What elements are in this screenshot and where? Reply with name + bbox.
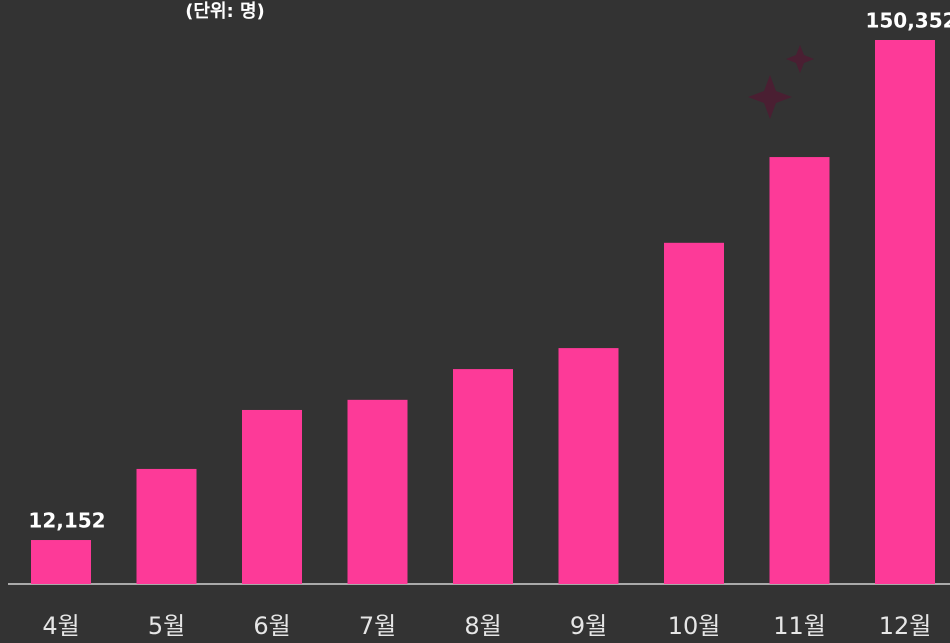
x-tick-label: 9월 [570,612,607,640]
x-tick-label: 7월 [359,612,396,640]
x-tick-label: 12월 [879,612,932,640]
watermark [748,45,814,119]
value-label: 150,352 [865,9,950,33]
bar [558,348,619,584]
bar [31,540,91,584]
x-tick-label: 4월 [42,612,79,640]
bar [453,369,513,584]
bar [664,242,724,584]
value-label: 12,152 [28,509,105,533]
sparkle [748,75,792,119]
sparkle [786,45,814,73]
x-tick-label: 5월 [148,612,185,640]
bar [347,399,408,584]
bar [242,409,302,584]
x-tick-label: 8월 [464,612,501,640]
subtitle: (단위: 명) [185,1,265,22]
x-tick-label: 10월 [668,612,721,640]
x-tick-label: 11월 [773,612,826,640]
bar [769,157,830,584]
bar [136,468,197,584]
bar [875,40,935,584]
x-tick-label: 6월 [253,612,290,640]
